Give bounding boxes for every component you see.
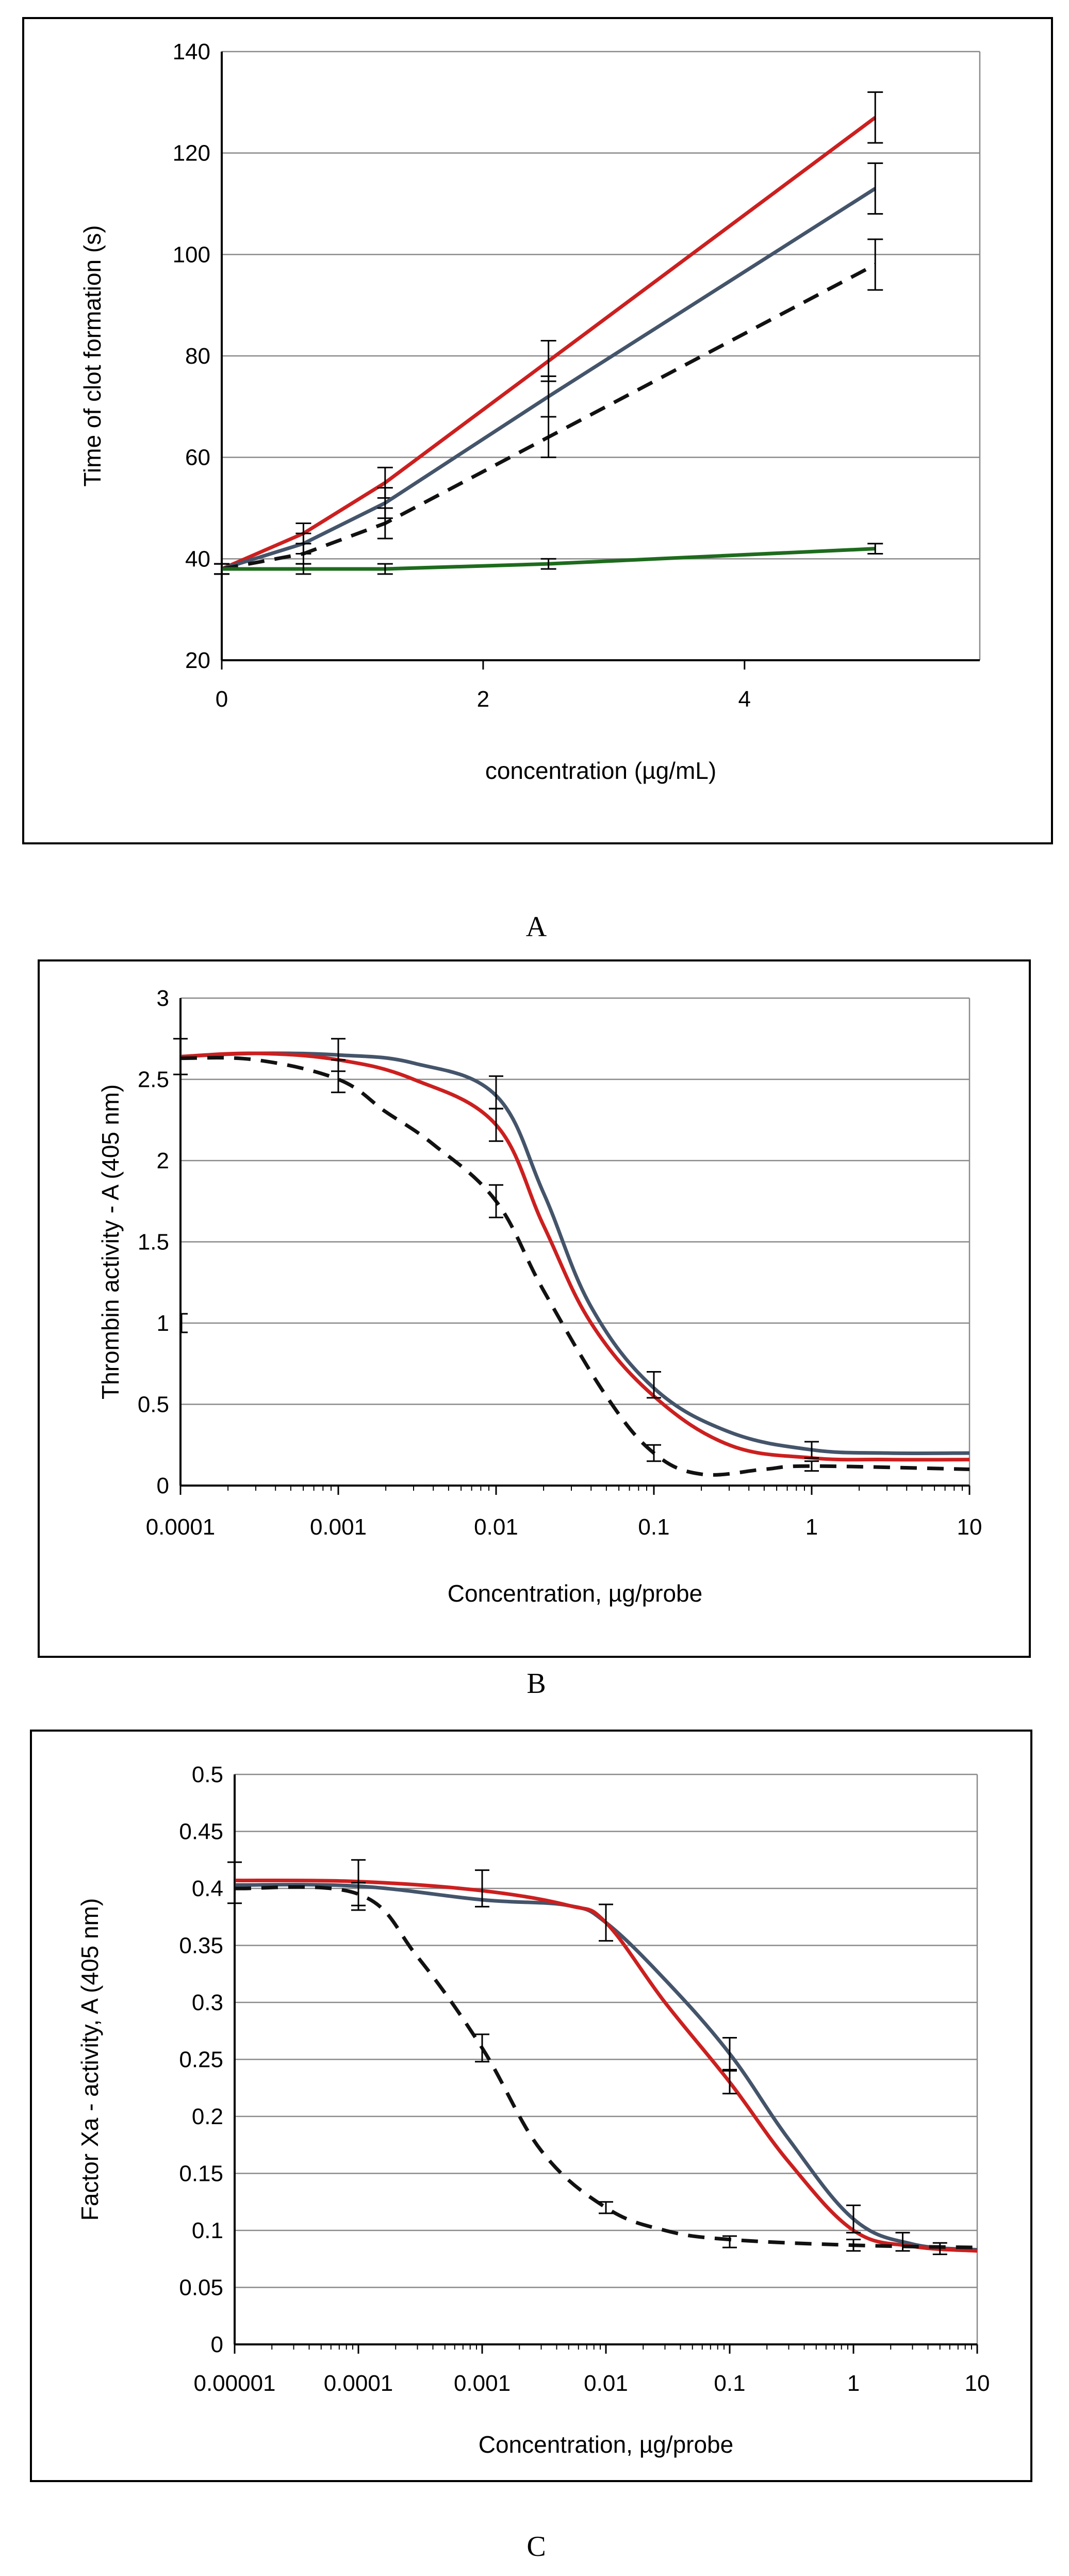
x-tick-label: 0.00001	[193, 2371, 275, 2396]
y-tick-label: 140	[173, 39, 210, 64]
x-axis-title: Concentration, µg/probe	[479, 2431, 733, 2458]
x-axis-title: Concentration, µg/probe	[448, 1580, 702, 1607]
x-tick-label: 0	[216, 687, 228, 712]
series-line-black-dashed	[234, 1885, 978, 2249]
y-tick-label: 0.4	[192, 1876, 223, 1901]
x-tick-label: 1	[847, 2371, 860, 2396]
series-line-gray	[234, 1883, 978, 2252]
x-axis-title: concentration (µg/mL)	[485, 757, 716, 784]
x-tick-label: 10	[965, 2371, 990, 2396]
y-tick-label: 0	[211, 2332, 223, 2357]
y-tick-label: 0.5	[192, 1762, 223, 1787]
x-tick-label: 10	[957, 1514, 982, 1540]
x-tick-label: 0.0001	[324, 2371, 393, 2396]
x-tick-label: 0.0001	[146, 1514, 216, 1540]
x-tick-label: 0.001	[310, 1514, 367, 1540]
y-tick-label: 0.45	[179, 1819, 223, 1845]
y-axis-title: Factor Xa - activity, A (405 nm)	[76, 1898, 103, 2221]
x-tick-label: 0.01	[584, 2371, 628, 2396]
y-tick-label: 0.35	[179, 1933, 223, 1959]
y-tick-label: 60	[185, 445, 210, 470]
x-tick-label: 0.1	[714, 2371, 745, 2396]
panel-b-label: B	[527, 1668, 546, 1700]
x-tick-label: 2	[477, 687, 489, 712]
y-tick-label: 120	[173, 141, 210, 166]
y-tick-label: 0.15	[179, 2161, 223, 2187]
x-tick-label: 0.1	[638, 1514, 669, 1540]
series-line-red	[180, 1051, 970, 1462]
y-tick-label: 0.3	[192, 1990, 223, 2015]
y-tick-label: 0.5	[138, 1392, 169, 1417]
panel-c-frame	[30, 1730, 1032, 2482]
y-axis-title: Thrombin activity - A (405 nm)	[97, 1084, 124, 1399]
y-tick-label: 2	[157, 1148, 169, 1173]
series-line-black-dashed	[180, 1056, 970, 1477]
y-tick-label: 0.05	[179, 2275, 223, 2301]
panel-a-label: A	[526, 911, 547, 943]
y-tick-label: 0.2	[192, 2104, 223, 2129]
y-tick-label: 0.1	[192, 2218, 223, 2243]
y-tick-label: 100	[173, 242, 210, 267]
panel-b-chart: 0 0.5 1 1.5 2 2.5 3 0.0001 0.001 0.01 0.1 1 10 Concen…	[97, 986, 982, 1607]
x-tick-label: 1	[805, 1514, 818, 1540]
panel-a-chart: 20 40 60 80 100 120 140 0 2 4 concentration (µg/mL…	[79, 39, 981, 784]
panel-a-frame	[22, 17, 1053, 844]
panel-c-chart: 0 0.05 0.1 0.15 0.2 0.25 0.3 0.35 0.4 0.45 0.5 0.00…	[76, 1762, 990, 2458]
y-tick-label: 3	[157, 986, 169, 1011]
y-tick-label: 1	[157, 1311, 169, 1336]
x-tick-label: 0.001	[454, 2371, 511, 2396]
panel-c-label: C	[527, 2531, 546, 2563]
y-tick-label: 2.5	[138, 1067, 169, 1093]
panel-b-frame	[38, 959, 1031, 1658]
series-line-gray	[180, 1051, 970, 1455]
y-tick-label: 0.25	[179, 2047, 223, 2073]
x-tick-label: 4	[738, 687, 751, 712]
y-tick-label: 80	[185, 344, 210, 369]
y-tick-label: 20	[185, 648, 210, 673]
y-tick-label: 40	[185, 546, 210, 572]
y-axis-title: Time of clot formation (s)	[79, 225, 106, 487]
x-tick-label: 0.01	[474, 1514, 518, 1540]
y-tick-label: 1.5	[138, 1230, 169, 1255]
y-tick-label: 0	[157, 1473, 169, 1498]
